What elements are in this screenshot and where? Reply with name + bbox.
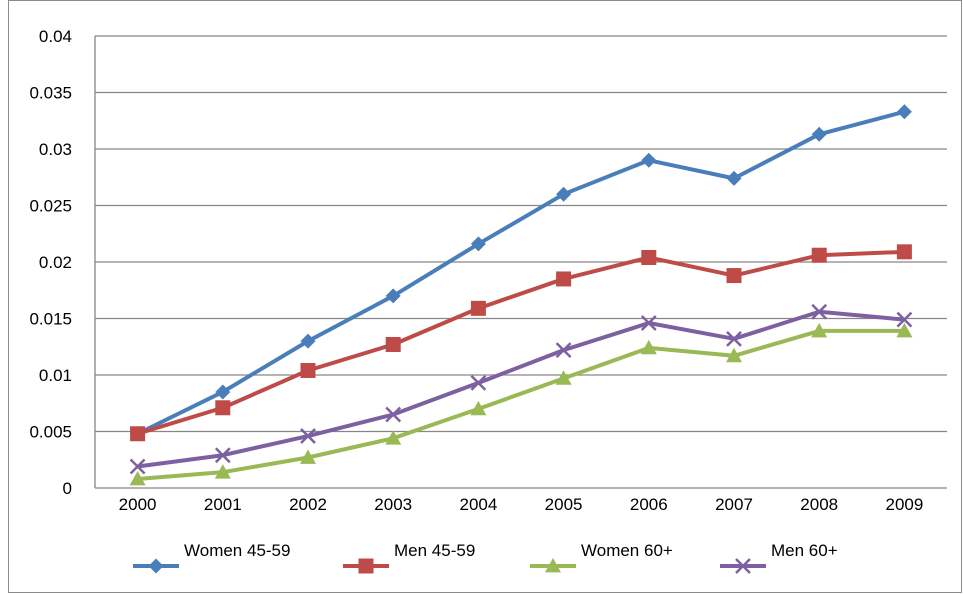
y-tick-label: 0.03: [39, 140, 72, 159]
data-point-marker: [641, 152, 657, 168]
data-point-marker: [556, 271, 572, 287]
x-tick-label: 2002: [289, 495, 327, 514]
x-tick-label: 2008: [800, 495, 838, 514]
data-point-marker: [735, 558, 751, 574]
data-point-marker: [129, 458, 146, 475]
x-tick-label: 2009: [885, 495, 923, 514]
x-tick-label: 2004: [459, 495, 497, 514]
data-point-marker: [726, 170, 742, 186]
x-tick-label: 2005: [545, 495, 583, 514]
data-point-marker: [640, 315, 657, 331]
data-point-marker: [129, 470, 146, 486]
data-point-marker: [555, 342, 572, 359]
legend-label: Women 60+: [581, 541, 673, 560]
y-axis-tick-labels: 0 0.005 0.01 0.015 0.02 0.025 0.03 0.035 0.04: [29, 27, 72, 498]
series-line: [135, 328, 907, 481]
data-point-marker: [470, 400, 487, 416]
x-tick-label: 2001: [204, 495, 242, 514]
y-tick-label: 0.01: [39, 366, 72, 385]
data-point-marker: [300, 362, 316, 378]
data-point-marker: [811, 303, 828, 320]
legend-label: Women 45-59: [184, 541, 290, 560]
chart-border: [8, 0, 962, 593]
data-point-marker: [640, 339, 657, 355]
data-point-marker: [726, 268, 742, 284]
legend: Women 45-59 Men 45-59 Women 60+ Men 60+: [133, 541, 838, 574]
gridlines: [95, 35, 947, 433]
legend-label: Men 45-59: [394, 541, 475, 560]
data-point-marker: [545, 558, 561, 573]
y-tick-label: 0.04: [39, 27, 72, 46]
y-tick-label: 0.005: [29, 423, 72, 442]
y-tick-label: 0.035: [29, 84, 72, 103]
series-line: [135, 309, 907, 469]
x-tick-label: 2003: [374, 495, 412, 514]
data-point-marker: [385, 430, 402, 445]
series-markers: [129, 104, 913, 486]
data-point-marker: [470, 375, 487, 391]
data-point-marker: [385, 336, 401, 352]
data-point-marker: [385, 406, 402, 423]
data-point-marker: [300, 333, 316, 349]
data-point-marker: [470, 236, 486, 252]
series-line: [135, 109, 907, 436]
data-point-marker: [130, 426, 146, 442]
data-point-marker: [358, 558, 374, 574]
y-tick-label: 0: [63, 479, 72, 498]
data-point-marker: [215, 400, 231, 416]
x-tick-label: 2000: [119, 495, 157, 514]
y-tick-label: 0.02: [39, 253, 72, 272]
data-point-marker: [300, 428, 316, 444]
data-point-marker: [896, 104, 912, 120]
data-point-marker: [556, 186, 572, 202]
series-line: [135, 249, 907, 436]
data-point-marker: [811, 247, 827, 263]
data-point-marker: [385, 288, 401, 304]
data-point-marker: [214, 447, 231, 464]
data-point-marker: [555, 370, 572, 385]
data-point-marker: [641, 249, 657, 265]
x-axis-tick-labels: 2000 2001 2002 2003 2004 2005 2006 2007 2008 2009: [119, 495, 924, 514]
data-point-marker: [148, 558, 164, 574]
data-point-marker: [214, 464, 231, 479]
data-point-marker: [896, 322, 913, 338]
data-point-marker: [726, 330, 742, 347]
x-tick-label: 2006: [630, 495, 668, 514]
y-tick-label: 0.025: [29, 197, 72, 216]
data-point-marker: [896, 311, 913, 328]
y-tick-label: 0.015: [29, 310, 72, 329]
data-point-marker: [811, 126, 827, 142]
axes: [94, 36, 947, 489]
data-point-marker: [896, 244, 912, 260]
legend-label: Men 60+: [771, 541, 838, 560]
data-point-marker: [726, 347, 742, 363]
series-lines: [135, 109, 907, 481]
data-point-marker: [300, 449, 316, 464]
data-point-marker: [215, 384, 231, 400]
data-point-marker: [811, 322, 828, 338]
x-tick-label: 2007: [715, 495, 753, 514]
data-point-marker: [470, 300, 486, 316]
